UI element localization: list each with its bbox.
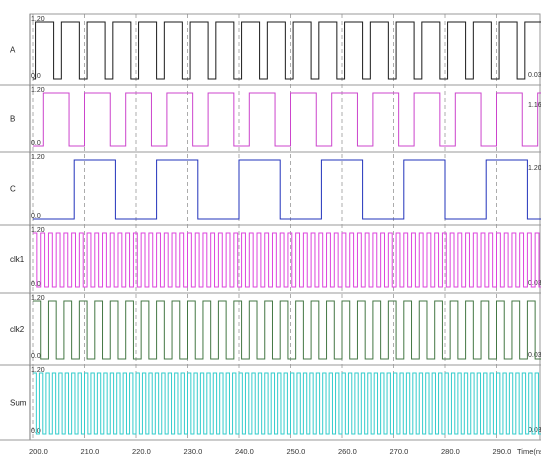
x-axis-label: Time(ns) [517,447,541,456]
signal-lane-clk1: clk1 1.20 0.0 0.03 [0,224,541,293]
low-level-label: 0.0 [31,213,41,220]
low-level-label: 0.0 [31,140,41,147]
x-tick-label: 250.0 [287,447,306,456]
end-value-label: 0.03 [528,72,541,79]
end-value-label: 0.03 [528,280,541,287]
x-tick-label: 210.0 [81,447,100,456]
x-tick-label: 280.0 [441,447,460,456]
x-tick-label: 220.0 [132,447,151,456]
waveform-b [33,92,541,147]
signal-name: Sum [10,399,27,408]
low-level-label: 0.0 [31,353,41,360]
high-level-label: 1.20 [31,87,45,94]
high-level-label: 1.20 [31,227,45,234]
x-tick-label: 240.0 [235,447,254,456]
end-value-label: 0.03 [528,352,541,359]
waveform-clk2 [33,300,541,360]
signal-name: C [10,185,16,194]
signal-name: clk1 [10,255,25,264]
high-level-label: 1.20 [31,154,45,161]
x-tick-label: 230.0 [184,447,203,456]
end-value-label: 1.16 [528,102,541,109]
signal-name: clk2 [10,325,25,334]
signal-lane-clk2: clk2 1.20 0.0 0.03 [0,292,541,365]
x-tick-label: 200.0 [29,447,48,456]
end-value-label: 1.20 [528,165,541,172]
high-level-label: 1.20 [31,16,45,23]
signal-name: B [10,115,15,124]
waveform-a [33,21,541,80]
high-level-label: 1.20 [31,295,45,302]
signal-lane-b: B 1.20 0.0 1.16 [0,84,541,152]
signal-lane-a: A1.200.0 0.03 [10,14,541,85]
end-value-label: 0.03 [528,427,541,434]
waveform-clk1 [33,232,541,288]
signal-name: A [10,46,16,55]
x-tick-label: 260.0 [338,447,357,456]
low-level-label: 0.0 [31,281,41,288]
x-tick-label: 270.0 [390,447,409,456]
x-tick-label: 290.0 [493,447,512,456]
high-level-label: 1.20 [31,367,45,374]
waveform-c [33,159,541,220]
waveform-sum [33,372,541,435]
signal-lane-c: C 1.20 0.0 1.20 [0,151,541,225]
